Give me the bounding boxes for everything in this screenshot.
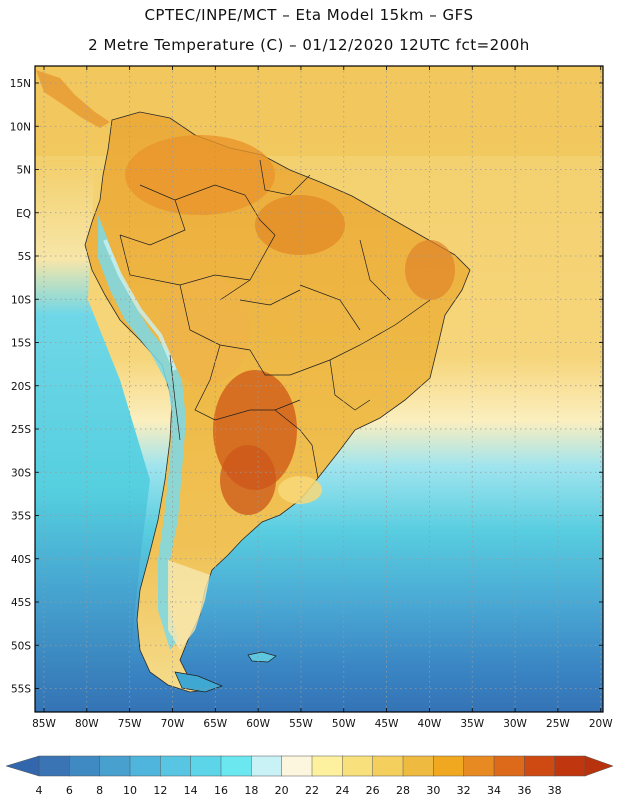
colorbar: 4 6 8 10 12 14 16 18 20 22 24 26 28 30 32 34 36 38 [5,755,614,797]
falkland-islands [247,651,277,663]
lon-label: 60W [246,718,270,730]
lat-label: 15N [10,78,31,90]
colorbar-swatch [190,755,222,777]
colorbar-tick-label: 36 [517,784,531,797]
colorbar-right-arrow [584,755,614,777]
title-line-2: 2 Metre Temperature (C) – 01/12/2020 12U… [88,36,530,54]
title-line-1: CPTEC/INPE/MCT – Eta Model 15km – GFS [144,6,474,24]
colorbar-tick-label: 28 [396,784,410,797]
colorbar-swatch [311,755,344,777]
lon-label: 35W [460,718,484,730]
lon-label: 75W [118,718,142,730]
country-borders [119,159,431,479]
lat-label: 50S [11,640,31,652]
colorbar-tick-label: 22 [305,784,319,797]
longitude-labels: 85W 80W 75W 70W 65W 60W 55W 50W 45W 40W 35W 30W 25W 2… [32,718,613,730]
colorbar-tick-label: 32 [457,784,471,797]
colorbar-swatch [433,755,465,777]
colorbar-left-arrow [5,755,40,777]
hot-patch-north [125,135,275,215]
central-america-land [36,70,110,128]
colorbar-tick-label: 14 [184,784,198,797]
patagonia-cool [168,560,210,650]
colorbar-swatch [493,755,526,777]
lat-label: 5N [16,165,31,177]
colorbar-swatch [160,755,192,777]
lat-label: 10S [11,294,31,306]
colorbar-tick-label: 20 [275,784,289,797]
colorbar-tick-label: 4 [36,784,43,797]
colorbar-tick-label: 8 [96,784,103,797]
tierra-del-fuego [174,671,223,693]
lat-label: 25S [11,424,31,436]
andes-cold-strip [98,215,186,650]
colorbar-swatch [69,755,101,777]
ocean-pacific [35,160,150,712]
colorbar-tick-label: 16 [214,784,228,797]
lon-label: 55W [289,718,313,730]
lon-label: 85W [32,718,56,730]
colorbar-tick-label: 30 [426,784,440,797]
axis-ticks [35,66,603,712]
map-frame [34,65,604,713]
lat-label: EQ [16,208,31,220]
colorbar-swatch [38,755,71,777]
lon-label: 45W [375,718,399,730]
lat-label: 35S [11,511,31,523]
colorbar-swatch [402,755,435,777]
lon-label: 65W [203,718,227,730]
colorbar-swatch [99,755,131,777]
colorbar-swatch [372,755,404,777]
lat-label: 20S [11,381,31,393]
lat-label: 15S [11,338,31,350]
colorbar-swatch [342,755,374,777]
colorbar-tick-label: 10 [123,784,137,797]
colorbar-swatch [463,755,495,777]
lat-label: 40S [11,554,31,566]
colorbar-swatch [251,755,283,777]
lon-label: 50W [332,718,356,730]
hot-patch-pampa [220,445,276,515]
lon-label: 70W [161,718,185,730]
colorbar-tick-label: 34 [487,784,501,797]
lat-label: 5S [18,251,32,263]
lon-label: 40W [418,718,442,730]
colorbar-tick-label: 12 [153,784,167,797]
lon-label: 20W [589,718,613,730]
colorbar-swatch [129,755,162,777]
lon-label: 80W [75,718,99,730]
colorbar-tick-label: 24 [335,784,349,797]
colorbar-tick-label: 18 [244,784,258,797]
latitude-labels: 15N 10N 5N EQ 5S 10S 15S 20S 25S 30S 35S 40S 45S 50S 5… [10,78,32,696]
lon-label: 25W [546,718,570,730]
lat-label: 45S [11,597,31,609]
colorbar-tick-label: 6 [66,784,73,797]
colorbar-swatch [554,755,586,777]
lat-label: 10N [10,121,31,133]
hot-patch-northeast [405,240,455,300]
hot-patch-amazon [255,195,345,255]
lat-label: 55S [11,684,31,696]
colorbar-swatch [281,755,313,777]
map-area [35,66,603,712]
colorbar-tick-label: 26 [366,784,380,797]
lat-label: 30S [11,467,31,479]
colorbar-swatch [524,755,556,777]
colorbar-tick-label: 38 [548,784,562,797]
colorbar-swatch [220,755,253,777]
uruguay-patch [278,476,322,504]
warm-patch-bolivia [160,275,250,385]
andes-snow-line [103,239,177,371]
lon-label: 30W [503,718,527,730]
